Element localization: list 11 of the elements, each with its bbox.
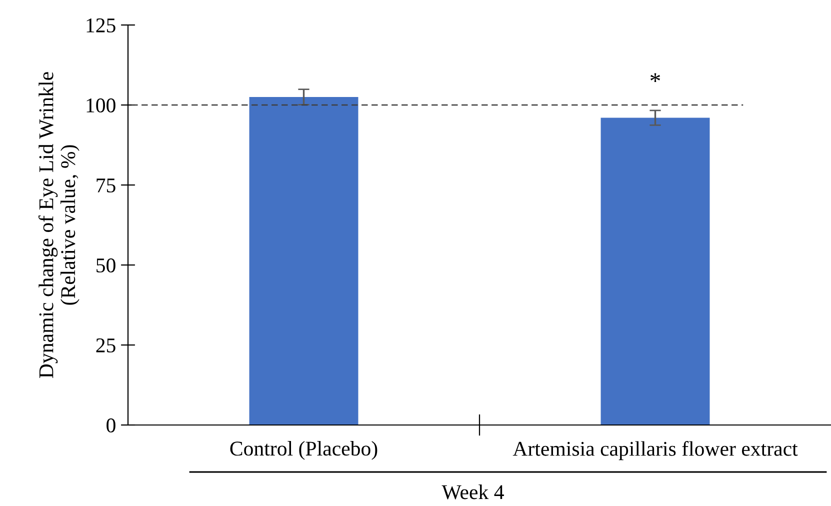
y-tick-label: 100 — [86, 98, 116, 112]
x-axis-title: Week 4 — [442, 484, 504, 500]
y-tick-label: 25 — [96, 338, 116, 352]
annotation: * — [650, 73, 660, 82]
y-axis-title: Dynamic change of Eye Lid Wrinkle (Relative value, %) — [38, 72, 80, 378]
y-tick-label: 50 — [96, 258, 116, 272]
x-tick-label: Artemisia capillaris flower extract — [512, 441, 798, 460]
y-tick-label: 75 — [96, 178, 116, 192]
y-tick-label: 125 — [86, 18, 116, 32]
x-tick-label: Control (Placebo) — [230, 441, 378, 460]
y-tick-label: 0 — [106, 418, 116, 432]
